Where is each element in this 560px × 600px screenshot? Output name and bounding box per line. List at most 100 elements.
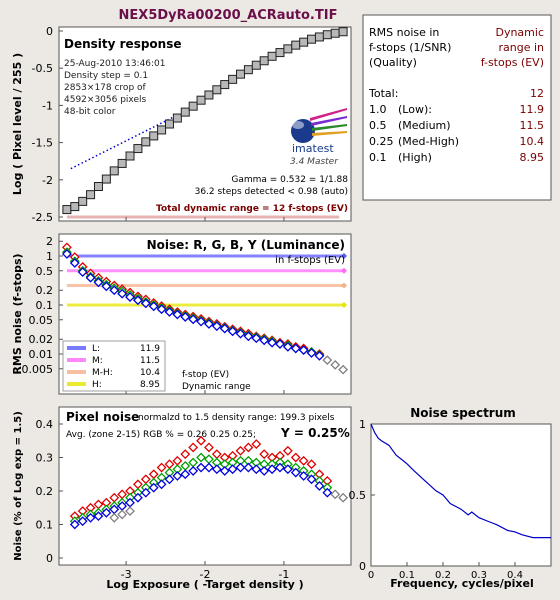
pixel-noise-point (267, 464, 278, 475)
y-tick-label: 0.1 (36, 519, 54, 532)
noise-point (61, 249, 72, 259)
row-quality: 0.25 (369, 135, 394, 148)
response-point (212, 85, 222, 95)
spectrum-panel (370, 423, 552, 567)
table-row: 0.1 (High) 8.95 (369, 151, 544, 164)
noise-point (172, 309, 183, 320)
pixel-noise-point (298, 471, 309, 481)
noise-point (101, 281, 112, 292)
table-header-right: Dynamic (495, 26, 544, 39)
response-point (125, 151, 135, 161)
pixel-noise-point (211, 464, 222, 475)
noise-point (322, 355, 333, 366)
response-point (243, 65, 253, 75)
threshold-marker (341, 302, 347, 308)
results-table (362, 14, 552, 201)
spectrum-marks: 1 0.5 00 0.1 0.2 0.3 0.4 (349, 418, 551, 581)
pixel-noise-point (156, 479, 167, 490)
spectrum-line (370, 423, 551, 539)
x-tick-label: 0 (368, 570, 374, 581)
y-tick-label: -2.5 (32, 211, 53, 224)
legend-value: 8.95 (140, 380, 160, 390)
legend-value: 11.5 (140, 356, 160, 366)
pixel-noise-point (188, 465, 199, 476)
x-tick-label: -2 (200, 568, 211, 581)
row-quality: 0.5 (369, 119, 387, 132)
noise-ylabel: RMS noise (f-stops) (11, 253, 24, 374)
threshold-marker (341, 267, 347, 274)
row-value: 8.95 (520, 151, 545, 164)
response-point (299, 37, 309, 47)
y-tick-label: 2 (46, 235, 53, 248)
noise-point (330, 359, 341, 370)
response-point (117, 158, 127, 168)
pixel-noise-point (219, 465, 230, 476)
pixel-noise-point (275, 462, 285, 473)
x-tick-label: 0.4 (507, 570, 523, 581)
x-tick-label: 0.2 (435, 570, 451, 581)
pixel-noise-point (172, 471, 183, 481)
y-tick-label: 0.01 (29, 348, 54, 361)
response-point (86, 190, 96, 200)
pixel-noise-point (306, 459, 317, 470)
y-tick-label: 0.5 (349, 489, 367, 502)
threshold-marker (341, 282, 347, 289)
pixel-noise-point (251, 439, 262, 450)
response-point (172, 113, 182, 123)
table-row: 0.5 (Medium) 11.5 (369, 119, 544, 132)
noise-point (109, 285, 120, 296)
pixel-noise-point (196, 452, 206, 463)
noise-point (267, 337, 278, 348)
noise-point (306, 348, 317, 358)
noise-point (314, 350, 325, 361)
table-row: 1.0 (Low): 11.9 (369, 103, 544, 116)
pixel-noise-point (204, 462, 214, 473)
response-point (204, 90, 214, 100)
x-tick-label: -3 (121, 568, 132, 581)
pixel-noise-point (132, 492, 143, 503)
legend-label: M: (92, 356, 103, 366)
pixel-noise-point (101, 507, 112, 518)
gamma-text: Gamma = 0.532 = 1/1.88 (231, 175, 348, 185)
pixel-noise-point (180, 449, 191, 460)
density-info-line: Density step = 0.1 (64, 71, 148, 81)
pixel-noise-point (140, 487, 151, 498)
noise-point (196, 316, 206, 327)
y-tick-label: -0.5 (32, 62, 53, 75)
pixel-noise-point (243, 462, 254, 473)
y-tick-label: 0 (46, 25, 53, 38)
response-point (149, 131, 159, 141)
row-value: 10.4 (520, 135, 545, 148)
y-tick-label: -1 (42, 99, 53, 112)
y-tick-label: 0.005 (22, 363, 54, 376)
noise-point (298, 345, 309, 356)
x-tick-label: 0.3 (471, 570, 487, 581)
legend-label: L: (92, 344, 100, 354)
noise-point (69, 258, 80, 268)
pixel-noise-point (204, 442, 214, 453)
response-point (338, 27, 348, 37)
response-point (322, 30, 332, 40)
noise-point (282, 341, 293, 352)
response-point (275, 48, 285, 58)
noise-point (235, 328, 246, 339)
row-quality: 0.1 (369, 151, 387, 164)
pixel-noise-point (282, 445, 293, 456)
response-point (62, 205, 72, 215)
noise-point (204, 319, 214, 329)
noise-point (148, 301, 159, 312)
row-name: (High) (398, 151, 432, 164)
pixel-noise-point (227, 464, 238, 475)
pixel-noise-point (259, 449, 270, 460)
y-tick-label: -2 (42, 174, 53, 187)
response-point (93, 181, 103, 191)
row-value: 12 (530, 87, 544, 100)
noise-heading: Noise: R, G, B, Y (Luminance) (147, 238, 345, 252)
y-tick-label: 0.5 (36, 265, 54, 278)
y-tick-label: 0.05 (29, 314, 54, 327)
pixel-noise-point (164, 474, 175, 485)
figure-title: NEX5DyRa00200_ACRauto.TIF (119, 8, 338, 23)
pixel-noise-point (290, 467, 301, 478)
y-tick-label: 0.1 (36, 299, 54, 312)
y-tick-label: 0.4 (36, 418, 54, 431)
